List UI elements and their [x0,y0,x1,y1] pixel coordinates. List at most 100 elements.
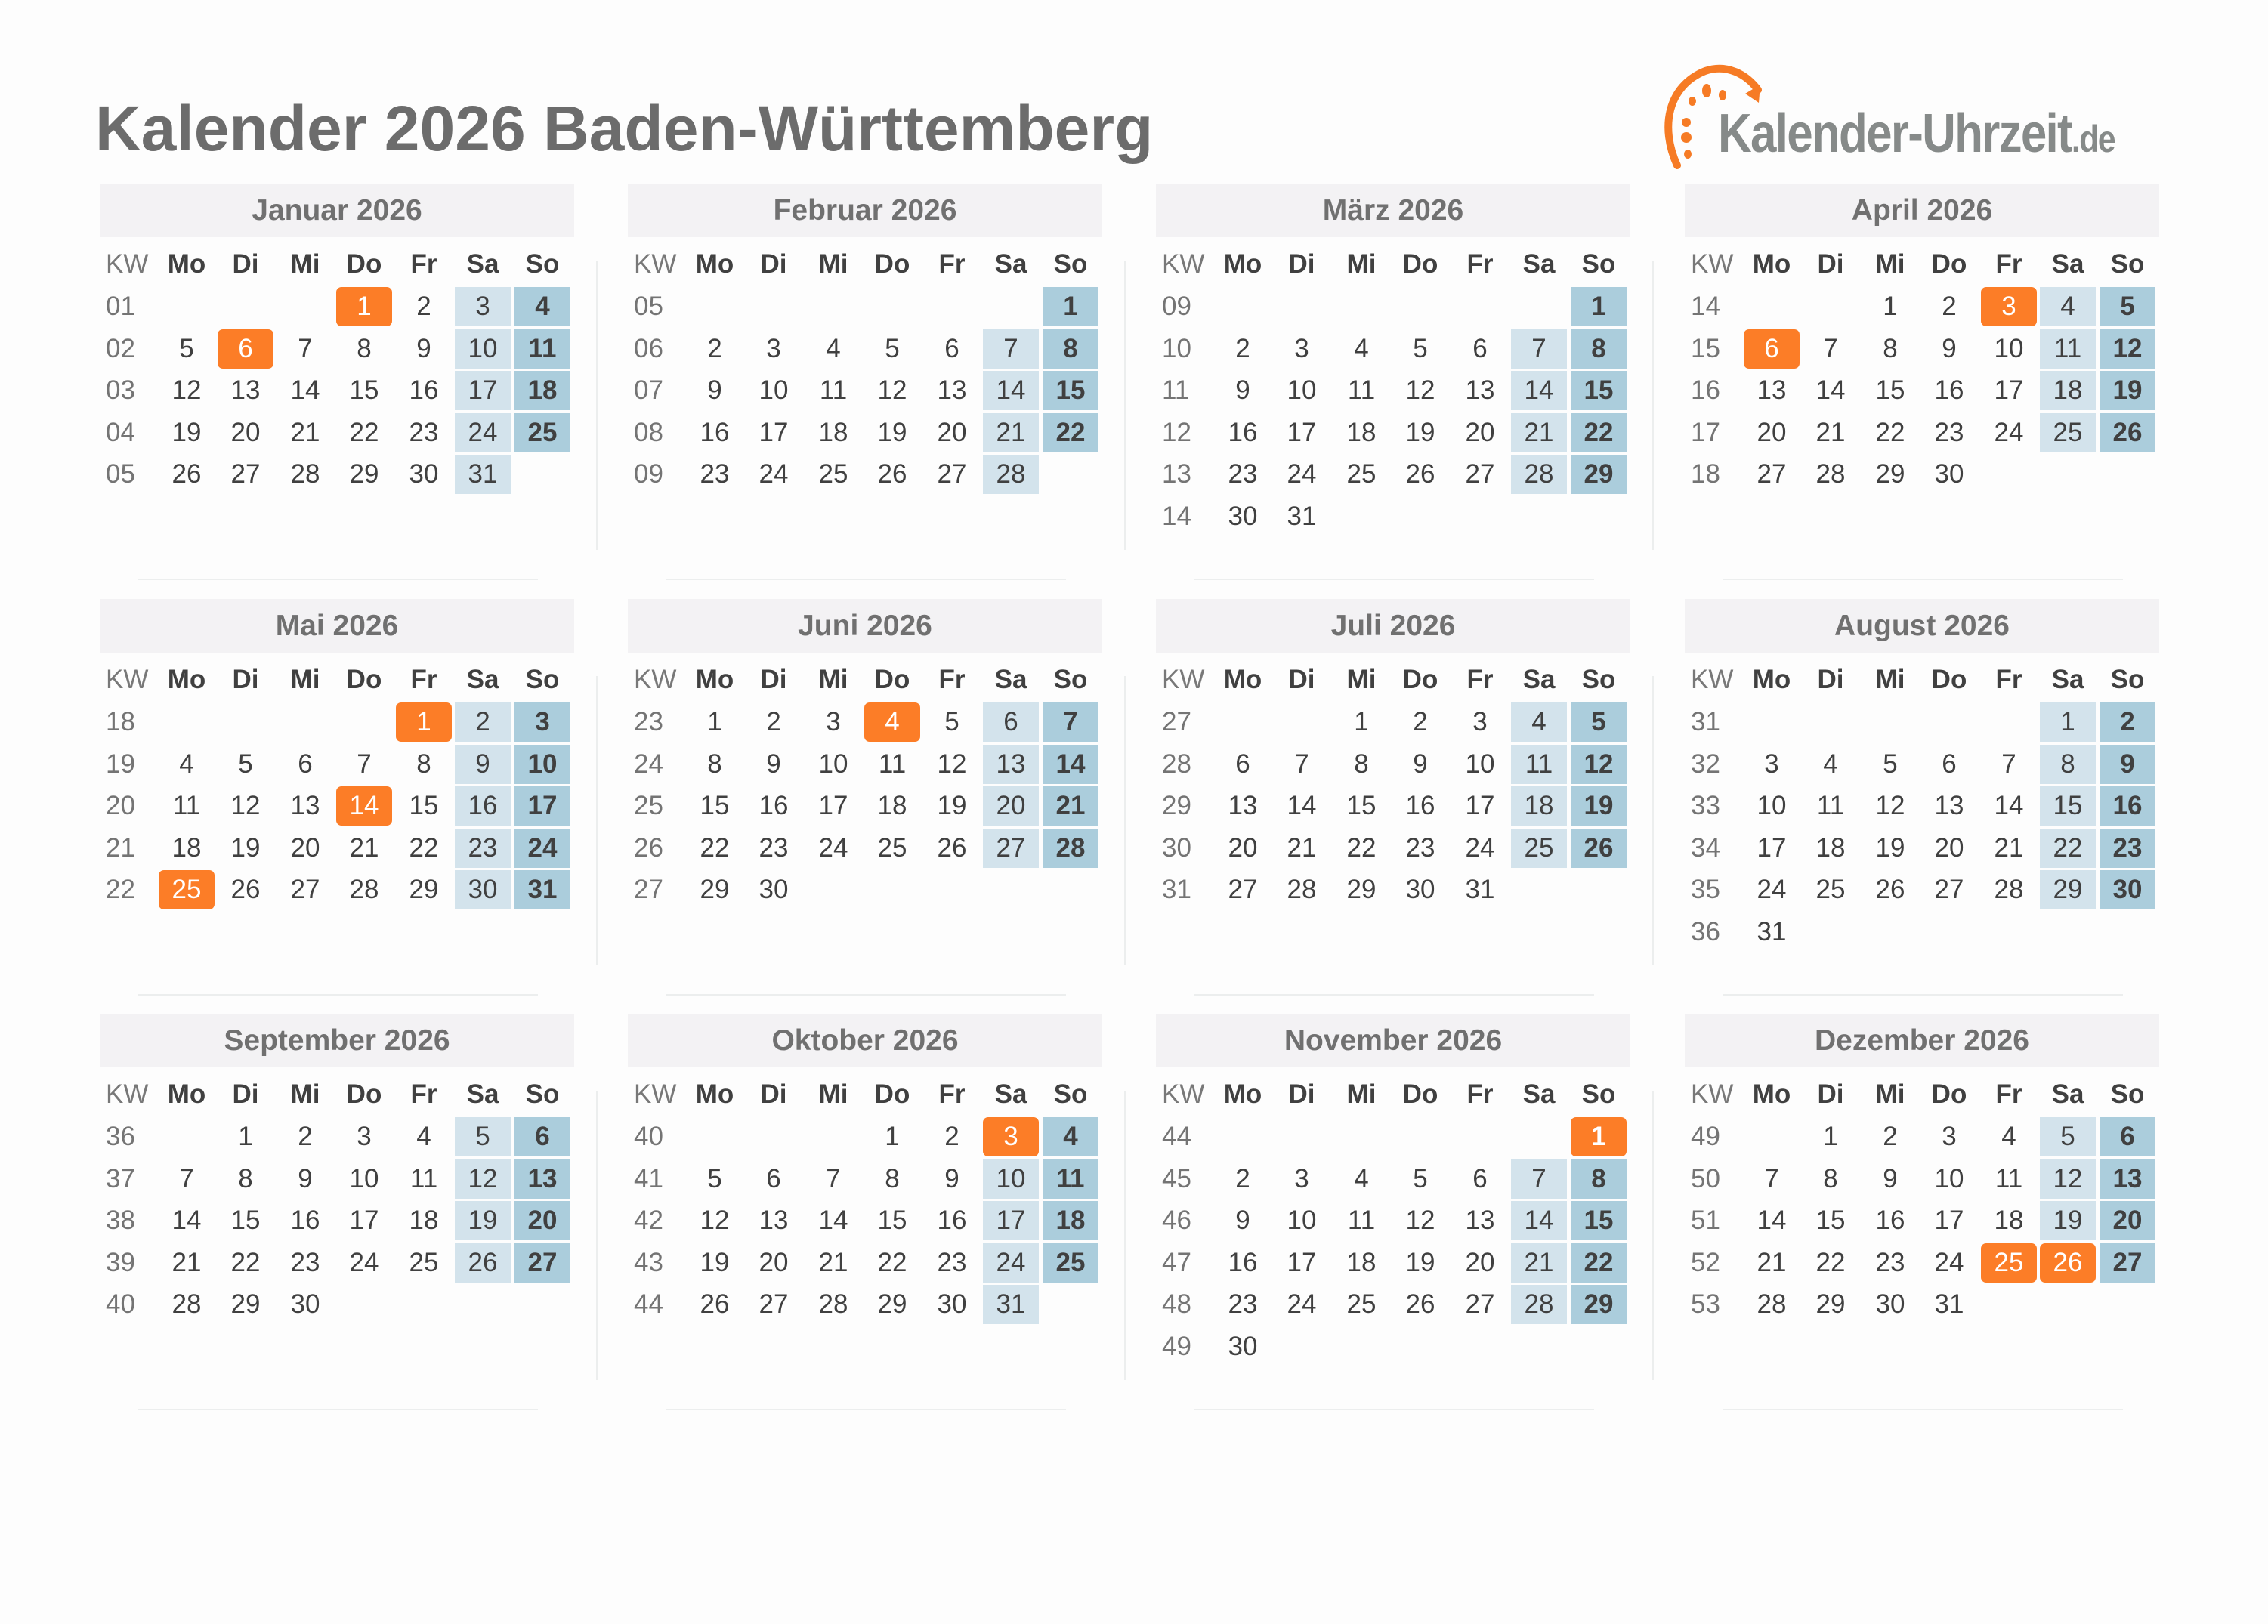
day-cell[interactable]: 22 [1571,412,1627,452]
day-cell[interactable]: 7 [1043,702,1098,742]
day-cell[interactable]: 1 [2040,702,2096,742]
day-cell[interactable]: 24 [818,832,848,863]
day-cell[interactable]: 3 [1472,707,1488,736]
day-cell[interactable]: 10 [1465,749,1495,779]
day-cell[interactable]: 11 [1347,1206,1376,1236]
day-cell[interactable]: 23 [455,828,511,868]
day-cell[interactable]: 29 [877,1289,907,1320]
day-cell[interactable]: 14 [983,371,1039,411]
day-cell[interactable]: 1 [238,1122,253,1151]
day-cell[interactable]: 10 [1757,791,1787,821]
day-cell[interactable]: 26 [1875,875,1905,905]
day-cell[interactable]: 5 [1413,1163,1428,1193]
day-cell[interactable]: 24 [1465,832,1495,863]
day-cell[interactable]: 14 [1757,1206,1787,1236]
day-cell[interactable]: 18 [1511,786,1567,826]
day-cell[interactable]: 3 [1294,1163,1309,1193]
day-cell[interactable]: 9 [1413,749,1428,779]
day-cell[interactable]: 10 [349,1163,379,1193]
day-cell[interactable]: 8 [1571,1159,1627,1199]
day-cell[interactable]: 23 [1875,1247,1905,1277]
day-cell[interactable]: 14 [1815,375,1846,406]
day-cell[interactable]: 12 [1405,1206,1435,1236]
day-cell[interactable]: 24 [455,412,511,452]
day-cell[interactable]: 9 [2100,744,2155,784]
day-cell[interactable]: 19 [2100,371,2155,411]
day-cell[interactable]: 28 [983,455,1039,495]
day-cell[interactable]: 31 [514,870,570,910]
day-cell[interactable]: 25 [2040,412,2096,452]
holiday-day[interactable]: 1 [336,287,392,326]
day-cell[interactable]: 27 [1757,459,1787,489]
day-cell[interactable]: 30 [1405,875,1435,905]
day-cell[interactable]: 22 [700,832,730,863]
day-cell[interactable]: 2 [766,707,781,736]
day-cell[interactable]: 9 [707,375,722,406]
holiday-day[interactable]: 3 [983,1117,1039,1156]
day-cell[interactable]: 19 [937,791,967,821]
day-cell[interactable]: 24 [1934,1247,1964,1277]
day-cell[interactable]: 3 [514,702,570,742]
day-cell[interactable]: 9 [1942,333,1957,363]
day-cell[interactable]: 14 [818,1206,848,1236]
day-cell[interactable]: 13 [2100,1159,2155,1199]
day-cell[interactable]: 29 [409,875,439,905]
day-cell[interactable]: 8 [885,1163,900,1193]
day-cell[interactable]: 1 [1043,287,1098,326]
day-cell[interactable]: 26 [700,1289,730,1320]
day-cell[interactable]: 4 [1511,702,1567,742]
day-cell[interactable]: 20 [514,1201,570,1241]
day-cell[interactable]: 17 [455,371,511,411]
holiday-day[interactable]: 3 [1981,287,2037,326]
day-cell[interactable]: 16 [937,1206,967,1236]
day-cell[interactable]: 28 [1043,828,1098,868]
day-cell[interactable]: 29 [700,875,730,905]
day-cell[interactable]: 1 [1354,707,1369,736]
day-cell[interactable]: 22 [1875,417,1905,447]
day-cell[interactable]: 11 [1043,1159,1098,1199]
day-cell[interactable]: 27 [983,828,1039,868]
day-cell[interactable]: 8 [238,1163,253,1193]
holiday-day[interactable]: 25 [1981,1243,2037,1283]
day-cell[interactable]: 23 [1934,417,1964,447]
day-cell[interactable]: 1 [1823,1122,1838,1151]
day-cell[interactable]: 25 [514,412,570,452]
day-cell[interactable]: 17 [1757,832,1787,863]
day-cell[interactable]: 5 [1883,749,1898,779]
day-cell[interactable]: 13 [230,375,261,406]
day-cell[interactable]: 2 [416,292,431,321]
day-cell[interactable]: 1 [885,1122,900,1151]
day-cell[interactable]: 15 [1571,1201,1627,1241]
day-cell[interactable]: 10 [1934,1163,1964,1193]
day-cell[interactable]: 16 [1405,791,1435,821]
day-cell[interactable]: 5 [2100,287,2155,326]
day-cell[interactable]: 9 [1235,1206,1250,1236]
day-cell[interactable]: 27 [2100,1243,2155,1283]
holiday-day[interactable]: 1 [1571,1117,1627,1156]
day-cell[interactable]: 31 [1465,875,1495,905]
day-cell[interactable]: 14 [1287,791,1317,821]
day-cell[interactable]: 8 [1823,1163,1838,1193]
day-cell[interactable]: 26 [2100,412,2155,452]
day-cell[interactable]: 20 [983,786,1039,826]
day-cell[interactable]: 20 [759,1247,789,1277]
day-cell[interactable]: 27 [1465,1289,1495,1320]
day-cell[interactable]: 15 [1875,375,1905,406]
day-cell[interactable]: 11 [1995,1163,2023,1193]
day-cell[interactable]: 24 [1994,417,2024,447]
day-cell[interactable]: 7 [1511,329,1567,369]
day-cell[interactable]: 24 [1757,875,1787,905]
day-cell[interactable]: 19 [1405,417,1435,447]
day-cell[interactable]: 24 [1287,459,1317,489]
day-cell[interactable]: 19 [230,832,261,863]
day-cell[interactable]: 4 [1043,1117,1098,1156]
day-cell[interactable]: 12 [1571,744,1627,784]
day-cell[interactable]: 25 [409,1247,439,1277]
day-cell[interactable]: 16 [1934,375,1964,406]
day-cell[interactable]: 6 [514,1117,570,1156]
day-cell[interactable]: 8 [416,749,431,779]
day-cell[interactable]: 6 [2100,1117,2155,1156]
day-cell[interactable]: 19 [455,1201,511,1241]
day-cell[interactable]: 16 [1228,1247,1258,1277]
day-cell[interactable]: 23 [2100,828,2155,868]
